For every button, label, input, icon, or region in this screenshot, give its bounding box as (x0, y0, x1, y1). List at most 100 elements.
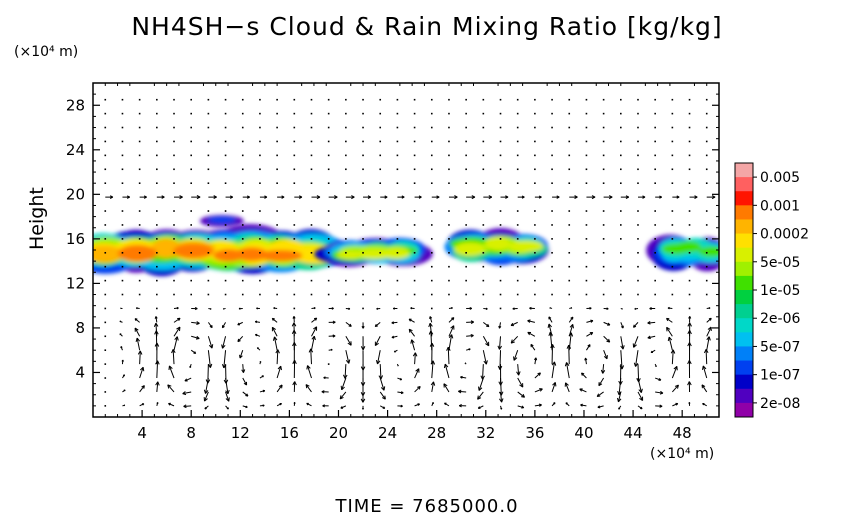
wind-dot (499, 168, 502, 171)
wind-arrow-head (348, 323, 352, 327)
x-tick-label: 32 (476, 424, 495, 442)
cloud-field (93, 215, 719, 277)
wind-arrow-head (444, 402, 447, 406)
wind-dot (345, 98, 347, 101)
wind-arrow (173, 317, 181, 323)
wind-arrow-head (549, 307, 551, 309)
wind-arrow (345, 350, 350, 364)
wind-dot (190, 265, 192, 268)
wind-dot (293, 126, 296, 129)
wind-dot (190, 112, 192, 115)
wind-arrow (566, 362, 570, 379)
wind-arrow (633, 336, 639, 348)
wind-arrow (527, 320, 535, 323)
wind-arrow-head (262, 389, 266, 393)
wind-dot (499, 251, 502, 254)
wind-arrow-head (241, 369, 246, 373)
wind-dot (499, 279, 502, 282)
wind-dot (138, 168, 141, 171)
wind-dot (448, 293, 450, 296)
wind-dot (551, 140, 553, 143)
wind-arrow-head (207, 363, 213, 368)
cloud-layer-band (314, 237, 433, 267)
wind-arrow (377, 350, 381, 365)
wind-dot (379, 293, 382, 296)
wind-dot (207, 210, 210, 212)
wind-arrow (156, 360, 159, 379)
wind-arrow (513, 350, 519, 361)
wind-dot (534, 224, 536, 226)
wind-dot (620, 265, 622, 268)
wind-dot (413, 251, 416, 254)
wind-dot (173, 251, 175, 254)
wind-dot (516, 251, 519, 254)
wind-dot (259, 182, 261, 184)
wind-arrow-head (256, 307, 258, 310)
x-tick-label: 48 (673, 424, 692, 442)
wind-arrow-head (298, 195, 303, 199)
wind-dot (345, 224, 347, 226)
wind-dot (396, 112, 399, 115)
wind-dot (448, 224, 450, 226)
wind-dot (104, 377, 107, 379)
wind-arrow-head (551, 361, 557, 366)
wind-dot (276, 238, 278, 240)
wind-arrow (633, 322, 639, 328)
wind-dot (190, 140, 192, 143)
wind-arrow (482, 350, 487, 365)
wind-dot (259, 126, 261, 129)
wind-arrow-head (591, 195, 596, 200)
wind-arrow-head (415, 368, 420, 373)
wind-arrow-head (670, 349, 676, 354)
wind-dot (499, 98, 502, 101)
wind-dot (259, 168, 261, 171)
wind-dot (654, 265, 656, 268)
wind-arrow-head (711, 195, 716, 200)
cloud-layer-band (93, 224, 349, 277)
wind-dot (602, 154, 605, 157)
wind-dot (362, 210, 364, 212)
colorbar-swatch (735, 402, 753, 418)
wind-arrow (551, 382, 556, 393)
colorbar-label: 0.0002 (760, 227, 809, 243)
wind-dot (534, 112, 536, 115)
wind-dot (516, 182, 519, 184)
wind-arrow-head (168, 365, 173, 370)
wind-dot (293, 279, 296, 282)
wind-dot (534, 140, 536, 143)
wind-dot (327, 238, 330, 240)
wind-dot (138, 140, 141, 143)
wind-dot (637, 154, 639, 157)
wind-dot (430, 168, 433, 171)
wind-arrow-head (254, 320, 258, 324)
wind-dot (241, 265, 244, 268)
wind-arrow-head (195, 335, 200, 340)
wind-dot (327, 182, 330, 184)
wind-arrow-head (486, 323, 490, 328)
wind-arrow-head (391, 335, 395, 339)
wind-dot (534, 265, 536, 268)
wind-dot (654, 140, 656, 143)
wind-dot (207, 279, 210, 282)
wind-dot (207, 140, 210, 143)
wind-arrow (635, 350, 639, 367)
wind-dot (121, 224, 124, 226)
wind-dot (156, 279, 158, 282)
wind-dot (396, 168, 399, 171)
wind-dot (190, 224, 192, 226)
wind-dot (654, 293, 656, 296)
wind-dot (448, 154, 450, 157)
wind-arrow (168, 365, 175, 379)
wind-dot (448, 210, 450, 212)
wind-dot (585, 224, 588, 226)
wind-arrow (596, 391, 604, 397)
wind-arrow (565, 382, 570, 393)
wind-arrow-head (640, 406, 643, 410)
wind-dot (241, 182, 244, 184)
wind-dot (138, 210, 141, 212)
wind-dot (173, 154, 175, 157)
wind-dot (327, 251, 330, 254)
wind-dot (241, 279, 244, 282)
wind-dot (310, 238, 313, 240)
wind-dot (310, 140, 313, 143)
